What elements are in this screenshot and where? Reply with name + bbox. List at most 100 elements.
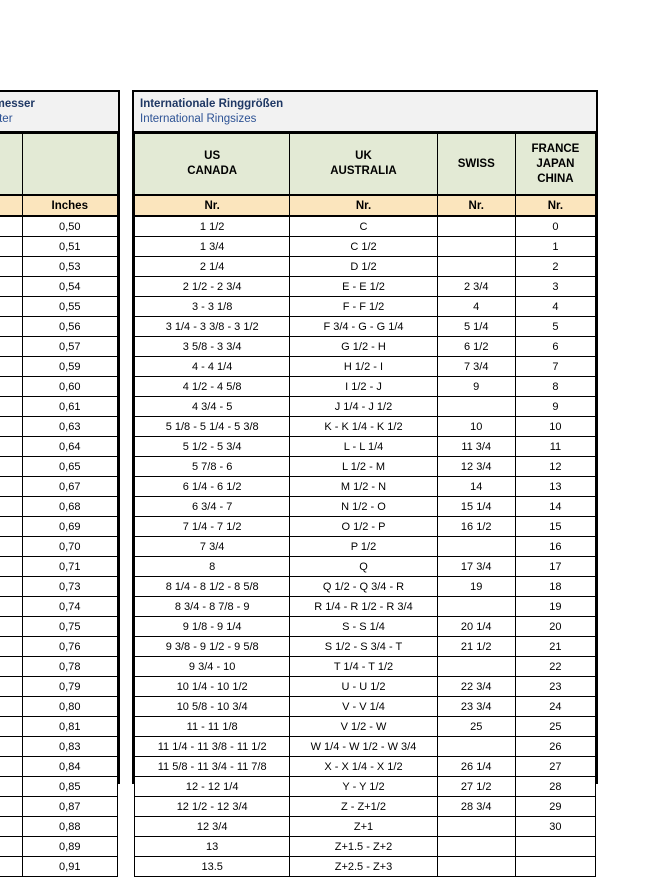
international_table-cell: 1 [514, 236, 597, 257]
table-row: 8 1/4 - 8 1/2 - 8 5/8 Q 1/2 - Q 3/4 - R 19… [133, 576, 597, 597]
international_table-cell [436, 656, 516, 677]
diameter_table-cell: 0,78 [21, 656, 118, 677]
table-row: 15,60,61 [0, 396, 118, 417]
unit-header-mm: mm [0, 194, 23, 217]
diameter_table-cell: 0,55 [21, 296, 118, 317]
international_table-cell: 12 [514, 456, 597, 477]
international_table-cell: 14 [514, 496, 597, 517]
table-row: 16,90,67 [0, 476, 118, 497]
international_table-cell: 11 - 11 1/8 [133, 716, 291, 737]
country-header-us-canada: US CANADA [133, 133, 291, 196]
international_table-cell: 9 3/4 - 10 [133, 656, 291, 677]
diameter_table-cell: 15,6 [0, 396, 23, 417]
international_table-cell: 17 3/4 [436, 556, 516, 577]
international_table-cell: U - U 1/2 [289, 676, 438, 697]
table-row: 20,40,80 [0, 696, 118, 717]
diameter_table-cell: 0,64 [21, 436, 118, 457]
international_table-cell: Z+1 [289, 816, 438, 837]
table-row: 22,60,89 [0, 836, 118, 857]
diameter_table-cell: 21,6 [0, 776, 23, 797]
international-unit-header-row: Nr. Nr. Nr. Nr. [133, 194, 597, 217]
international_table-cell: 5 7/8 - 6 [133, 456, 291, 477]
diameter_table-cell: 19,1 [0, 616, 23, 637]
international_table-cell: 3 - 3 1/8 [133, 296, 291, 317]
table-row: 21,30,84 [0, 756, 118, 777]
table-row: 140,55 [0, 296, 118, 317]
country-header-swiss: SWISS [436, 133, 516, 196]
international_table-cell [436, 836, 516, 857]
diameter_table-cell: 0,70 [21, 536, 118, 557]
diameter_table-cell: 17,2 [0, 496, 23, 517]
diameter_table-cell: 0,75 [21, 616, 118, 637]
table-row: 2 1/4 D 1/2 2 [133, 256, 597, 277]
international_table-cell: 9 [514, 396, 597, 417]
international-grid: US CANADA UK AUSTRALIA SWISS FRANCE JAPA… [133, 133, 597, 877]
international_table-cell: 16 1/2 [436, 516, 516, 537]
international_table-cell: Q 1/2 - Q 3/4 - R [289, 576, 438, 597]
international_table-cell: 8 1/4 - 8 1/2 - 8 5/8 [133, 576, 291, 597]
table-row: 19,10,75 [0, 616, 118, 637]
country-header-uk-australia: UK AUSTRALIA [289, 133, 438, 196]
table-row: 5 1/2 - 5 3/4 L - L 1/4 11 3/4 11 [133, 436, 597, 457]
international_table-cell: Q [289, 556, 438, 577]
table-row: 5 1/8 - 5 1/4 - 5 3/8 K - K 1/4 - K 1/2 10… [133, 416, 597, 437]
country-header-us-line-2: CANADA [187, 165, 238, 177]
international_table-cell: F - F 1/2 [289, 296, 438, 317]
table-row: 20,70,81 [0, 716, 118, 737]
international_table-cell: 17 [514, 556, 597, 577]
diameter_table-cell: 20,7 [0, 716, 23, 737]
international_table-cell: 4 1/2 - 4 5/8 [133, 376, 291, 397]
inside-diameter-country-header-row [0, 133, 118, 196]
diameter_table-cell: 15,3 [0, 376, 23, 397]
inside-diameter-banner-en: Inside Diameter [0, 113, 13, 125]
international_table-cell: L - L 1/4 [289, 436, 438, 457]
international_table-cell: G 1/2 - H [289, 336, 438, 357]
international_table-cell: D 1/2 [289, 256, 438, 277]
international_table-cell: W 1/4 - W 1/2 - W 3/4 [289, 736, 438, 757]
international_table-cell: 23 [514, 676, 597, 697]
international_table-cell: 1 3/4 [133, 236, 291, 257]
diameter_table-cell: 0,81 [21, 716, 118, 737]
table-row: 17,80,70 [0, 536, 118, 557]
table-row: 7 3/4 P 1/2 16 [133, 536, 597, 557]
international_table-cell: F 3/4 - G - G 1/4 [289, 316, 438, 337]
diameter_table-cell: 19,7 [0, 656, 23, 677]
table-row: 7 1/4 - 7 1/2 O 1/2 - P 16 1/2 15 [133, 516, 597, 537]
international_table-cell: 10 1/4 - 10 1/2 [133, 676, 291, 697]
international_table-cell: 3 5/8 - 3 3/4 [133, 336, 291, 357]
table-row: 210,83 [0, 736, 118, 757]
international_table-cell: 20 1/4 [436, 616, 516, 637]
diameter_table-cell: 0,79 [21, 676, 118, 697]
international_table-cell: 9 [436, 376, 516, 397]
table-row: 17,20,68 [0, 496, 118, 517]
diameter_table-cell: 21 [0, 736, 23, 757]
international_table-cell: 11 [514, 436, 597, 457]
inside-diameter-grid: mm Inches 12,70,50130,5113,40,5313,70,54… [0, 133, 118, 877]
diameter_table-cell: 13 [0, 236, 23, 257]
table-row: 10 1/4 - 10 1/2 U - U 1/2 22 3/4 23 [133, 676, 597, 697]
international_table-cell: 8 3/4 - 8 7/8 - 9 [133, 596, 291, 617]
diameter_table-cell: 14 [0, 296, 23, 317]
country-header-fjc-line-3: CHINA [537, 172, 574, 185]
diameter_table-cell: 18,1 [0, 556, 23, 577]
international_table-cell: 19 [514, 596, 597, 617]
unit-header-fjc: Nr. [514, 194, 597, 217]
inside-diameter-header-blank-mm [0, 133, 23, 196]
diameter_table-cell: 20,4 [0, 696, 23, 717]
table-row: 20,10,79 [0, 676, 118, 697]
diameter_table-cell: 0,57 [21, 336, 118, 357]
table-row: 9 3/8 - 9 1/2 - 9 5/8 S 1/2 - S 3/4 - T 21… [133, 636, 597, 657]
international_table-cell: 5 1/8 - 5 1/4 - 5 3/8 [133, 416, 291, 437]
international_table-cell: 20 [514, 616, 597, 637]
international_table-cell: C [289, 215, 438, 237]
table-row: 22,30,88 [0, 816, 118, 837]
international_table-cell: 9 1/8 - 9 1/4 [133, 616, 291, 637]
diameter_table-cell: 0,76 [21, 636, 118, 657]
international_table-cell: 19 [436, 576, 516, 597]
table-row: 12 - 12 1/4 Y - Y 1/2 27 1/2 28 [133, 776, 597, 797]
